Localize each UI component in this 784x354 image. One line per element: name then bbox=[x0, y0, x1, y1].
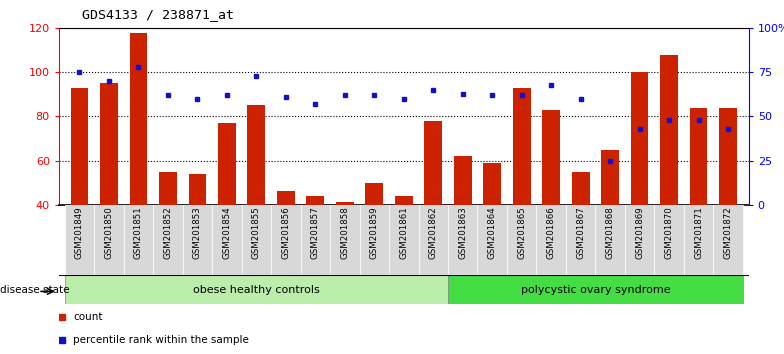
Bar bbox=[454, 156, 471, 205]
Bar bbox=[71, 88, 89, 205]
Bar bbox=[719, 108, 737, 205]
Text: GDS4133 / 238871_at: GDS4133 / 238871_at bbox=[82, 8, 234, 21]
Bar bbox=[330, 205, 360, 275]
Bar bbox=[395, 196, 412, 205]
Bar bbox=[477, 205, 507, 275]
Bar bbox=[684, 205, 713, 275]
Bar bbox=[690, 108, 707, 205]
Bar bbox=[248, 105, 265, 205]
Bar bbox=[507, 205, 536, 275]
Text: disease state: disease state bbox=[0, 285, 70, 295]
Text: polycystic ovary syndrome: polycystic ovary syndrome bbox=[521, 285, 670, 295]
Text: GSM201863: GSM201863 bbox=[458, 207, 467, 259]
Text: GSM201865: GSM201865 bbox=[517, 207, 526, 259]
Bar bbox=[655, 205, 684, 275]
Bar bbox=[713, 205, 742, 275]
Bar bbox=[572, 172, 590, 205]
Bar bbox=[159, 172, 176, 205]
Bar bbox=[448, 205, 477, 275]
Text: GSM201851: GSM201851 bbox=[134, 207, 143, 259]
Bar bbox=[424, 121, 442, 205]
Bar bbox=[307, 196, 324, 205]
Text: GSM201871: GSM201871 bbox=[694, 207, 703, 259]
Bar bbox=[129, 33, 147, 205]
Text: GSM201852: GSM201852 bbox=[163, 207, 172, 259]
Text: GSM201858: GSM201858 bbox=[340, 207, 350, 259]
Bar bbox=[65, 275, 448, 304]
Bar bbox=[419, 205, 448, 275]
Bar bbox=[543, 110, 560, 205]
Bar bbox=[277, 192, 295, 205]
Text: GSM201849: GSM201849 bbox=[75, 207, 84, 259]
Bar bbox=[336, 202, 354, 205]
Bar bbox=[536, 205, 566, 275]
Bar bbox=[625, 205, 655, 275]
Text: GSM201856: GSM201856 bbox=[281, 207, 290, 259]
Bar bbox=[218, 123, 236, 205]
Bar bbox=[212, 205, 241, 275]
Text: GSM201868: GSM201868 bbox=[606, 207, 615, 259]
Text: GSM201864: GSM201864 bbox=[488, 207, 497, 259]
Text: percentile rank within the sample: percentile rank within the sample bbox=[73, 335, 249, 346]
Text: GSM201859: GSM201859 bbox=[370, 207, 379, 259]
Bar bbox=[188, 174, 206, 205]
Text: GSM201855: GSM201855 bbox=[252, 207, 261, 259]
Bar bbox=[389, 205, 419, 275]
Text: GSM201850: GSM201850 bbox=[104, 207, 114, 259]
Bar bbox=[65, 205, 94, 275]
Bar bbox=[566, 205, 595, 275]
Bar bbox=[601, 149, 619, 205]
Bar bbox=[183, 205, 212, 275]
Bar bbox=[300, 205, 330, 275]
Text: count: count bbox=[73, 312, 103, 322]
Text: GSM201867: GSM201867 bbox=[576, 207, 585, 259]
Bar bbox=[365, 183, 383, 205]
Text: GSM201854: GSM201854 bbox=[223, 207, 231, 259]
Text: GSM201866: GSM201866 bbox=[546, 207, 556, 259]
Bar bbox=[100, 84, 118, 205]
Bar bbox=[153, 205, 183, 275]
Bar bbox=[94, 205, 124, 275]
Bar bbox=[360, 205, 389, 275]
Text: GSM201857: GSM201857 bbox=[310, 207, 320, 259]
Text: GSM201862: GSM201862 bbox=[429, 207, 437, 259]
Bar bbox=[271, 205, 300, 275]
Text: GSM201870: GSM201870 bbox=[665, 207, 673, 259]
Bar bbox=[124, 205, 153, 275]
Bar bbox=[484, 163, 501, 205]
Bar bbox=[448, 275, 742, 304]
Bar bbox=[660, 55, 678, 205]
Text: obese healthy controls: obese healthy controls bbox=[193, 285, 320, 295]
Text: GSM201869: GSM201869 bbox=[635, 207, 644, 259]
Bar bbox=[241, 205, 271, 275]
Text: GSM201861: GSM201861 bbox=[399, 207, 408, 259]
Bar bbox=[513, 88, 531, 205]
Bar bbox=[631, 73, 648, 205]
Text: GSM201853: GSM201853 bbox=[193, 207, 201, 259]
Text: GSM201872: GSM201872 bbox=[724, 207, 732, 259]
Bar bbox=[595, 205, 625, 275]
